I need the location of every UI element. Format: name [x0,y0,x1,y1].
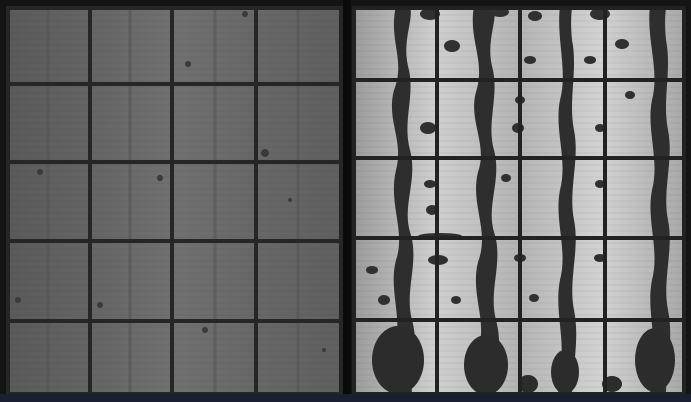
left-panel [6,6,343,396]
right-defect-bands [391,6,671,394]
left-specks [15,11,326,352]
right-grid-vertical [352,6,686,394]
right-bottom-blotches [372,326,675,395]
left-busbars [46,6,300,394]
bottom-strip [0,394,691,402]
left-grid-vertical [6,6,343,394]
right-panel [352,6,686,396]
panel-divider [343,0,351,402]
